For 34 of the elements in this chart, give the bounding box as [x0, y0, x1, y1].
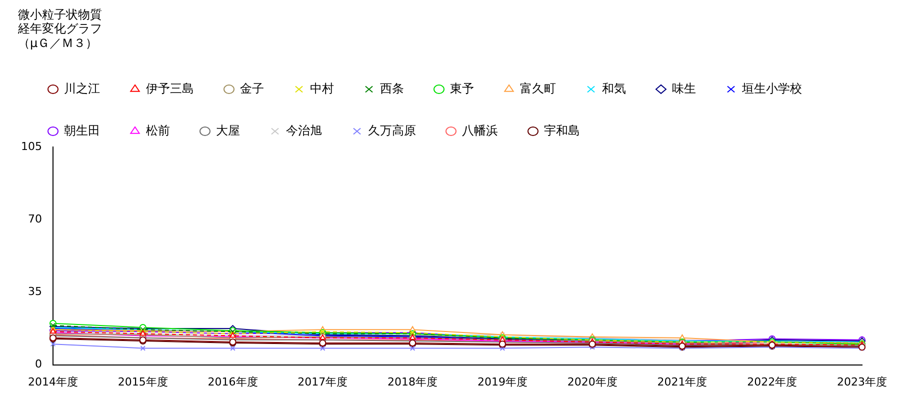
x-tick-label: 2018年度: [388, 375, 438, 388]
x-tick-label: 2019年度: [477, 375, 528, 388]
y-tick-label: 105: [20, 140, 42, 154]
legend-label: 伊予三島: [146, 81, 194, 96]
legend-label: 松前: [146, 123, 170, 138]
legend-label: 大屋: [216, 123, 240, 138]
legend-label: 垣生小学校: [741, 81, 802, 96]
legend-label: 今治旭: [286, 123, 322, 138]
x-tick-label: 2022年度: [747, 375, 798, 388]
x-tick-label: 2020年度: [567, 375, 618, 388]
legend-label: 味生: [672, 81, 696, 96]
y-tick-label: 35: [28, 285, 42, 298]
x-tick-label: 2021年度: [657, 375, 708, 388]
y-tick-label: 0: [34, 358, 42, 371]
x-tick-label: 2017年度: [298, 375, 348, 388]
legend-label: 和気: [602, 81, 626, 96]
x-tick-label: 2016年度: [208, 375, 258, 388]
legend-label: 富久町: [520, 81, 556, 96]
y-tick-label: 70: [28, 212, 42, 226]
x-tick-label: 2014年度: [28, 375, 78, 388]
x-tick-label: 2015年度: [118, 375, 168, 388]
legend-label: 中村: [310, 81, 334, 96]
legend-label: 西条: [380, 81, 404, 96]
legend-label: 東予: [450, 81, 474, 96]
chart-title: 微小粒子状物質: [18, 7, 102, 22]
legend-label: 朝生田: [64, 123, 100, 138]
legend-label: 川之江: [64, 81, 100, 96]
legend-label: 金子: [240, 81, 264, 96]
legend-label: 久万高原: [368, 123, 416, 138]
text: （μＧ／Ｍ３）: [18, 36, 98, 50]
legend-label: 宇和島: [544, 123, 580, 138]
x-tick-label: 2023年度: [837, 375, 887, 388]
legend-label: 八幡浜: [462, 123, 498, 138]
chart-subtitle: 経年変化グラフ: [17, 22, 102, 36]
